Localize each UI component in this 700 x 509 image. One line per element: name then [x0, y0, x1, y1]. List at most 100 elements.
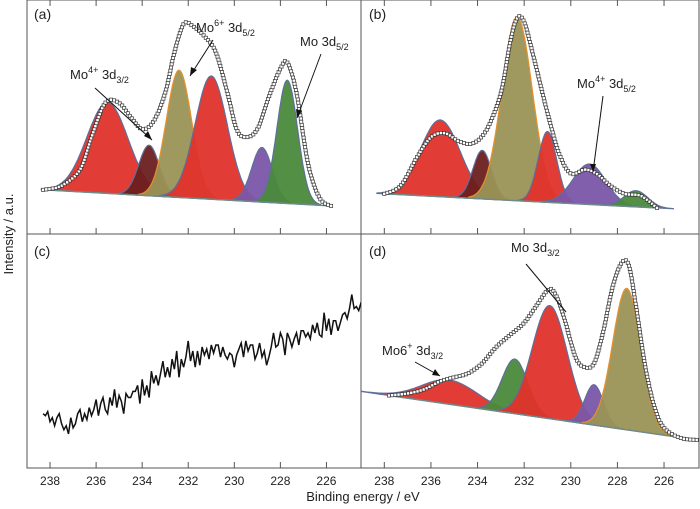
data-point	[504, 63, 509, 68]
data-point	[87, 142, 92, 147]
data-point	[505, 53, 510, 58]
data-point	[382, 191, 387, 196]
data-point	[181, 22, 186, 27]
data-point	[538, 83, 543, 88]
data-point	[329, 203, 334, 208]
data-point	[628, 270, 633, 275]
data-point	[613, 276, 618, 281]
data-point	[627, 263, 631, 268]
data-point	[500, 82, 505, 87]
data-point	[242, 135, 247, 140]
data-point	[633, 301, 638, 306]
data-point	[164, 87, 169, 92]
data-point	[571, 172, 576, 177]
data-point	[583, 167, 588, 172]
svg-text:Mo6+ 3d5/2: Mo6+ 3d5/2	[196, 18, 255, 38]
data-point	[637, 327, 642, 332]
data-point	[85, 148, 90, 153]
data-point	[645, 378, 650, 382]
data-point	[600, 332, 605, 337]
data-point	[109, 97, 113, 102]
data-point	[524, 27, 529, 32]
data-point	[482, 359, 487, 364]
data-point	[81, 160, 86, 165]
data-point	[396, 185, 401, 190]
data-point	[514, 328, 519, 332]
data-point	[606, 304, 611, 309]
data-point	[304, 151, 309, 156]
data-point	[72, 174, 77, 179]
data-point	[203, 35, 208, 40]
data-point	[647, 384, 652, 389]
data-point	[168, 68, 173, 73]
data-point	[506, 334, 511, 339]
data-point	[237, 131, 242, 136]
data-point	[292, 81, 297, 86]
panel-c-plot	[42, 294, 361, 435]
data-point	[549, 286, 553, 291]
data-point	[146, 124, 151, 129]
data-point	[412, 390, 417, 395]
data-point	[602, 323, 607, 328]
data-point	[167, 71, 172, 76]
data-point	[120, 103, 125, 108]
data-point	[53, 185, 58, 190]
data-point	[294, 91, 299, 96]
data-point	[222, 79, 227, 84]
data-point	[549, 127, 554, 132]
data-point	[175, 40, 180, 45]
data-point	[688, 437, 693, 442]
data-point	[632, 292, 637, 297]
x-tick-label: 226	[654, 474, 674, 488]
svg-text:Mo4+ 3d5/2: Mo4+ 3d5/2	[577, 74, 636, 94]
data-point	[245, 135, 250, 140]
data-point	[540, 90, 545, 94]
data-point	[638, 336, 643, 341]
data-point	[479, 361, 484, 366]
x-tick-label: 238	[40, 474, 60, 488]
data-point	[523, 24, 528, 29]
data-point	[186, 21, 191, 26]
data-point	[387, 393, 391, 398]
data-point	[633, 298, 638, 303]
data-point	[170, 59, 175, 64]
data-point	[533, 61, 538, 66]
data-point	[390, 393, 395, 398]
data-point	[541, 96, 546, 101]
data-point	[302, 142, 307, 146]
data-point	[561, 312, 566, 317]
data-point	[609, 288, 614, 293]
data-point	[546, 115, 551, 119]
data-point	[498, 91, 503, 96]
data-point	[465, 141, 470, 146]
data-point	[304, 154, 309, 159]
data-point	[296, 100, 301, 105]
data-point	[640, 349, 645, 354]
data-point	[562, 315, 567, 320]
data-point	[636, 320, 641, 325]
data-point	[90, 133, 95, 138]
data-point	[646, 381, 651, 386]
data-point	[569, 343, 574, 348]
peak-5	[581, 287, 673, 437]
data-point	[307, 167, 312, 172]
data-point	[295, 97, 300, 102]
data-point	[566, 331, 571, 336]
data-point	[635, 314, 640, 319]
data-point	[596, 348, 601, 353]
data-point	[117, 101, 122, 106]
data-point	[251, 132, 256, 137]
data-point	[685, 437, 690, 442]
data-point	[289, 69, 294, 74]
data-point	[438, 131, 443, 135]
data-point	[260, 115, 264, 120]
data-point	[681, 436, 686, 441]
data-point	[521, 321, 526, 326]
data-point	[550, 130, 555, 135]
data-point	[571, 349, 576, 354]
peak-6	[253, 79, 322, 206]
data-point	[537, 77, 542, 82]
data-point	[468, 142, 473, 146]
data-point	[515, 16, 519, 21]
